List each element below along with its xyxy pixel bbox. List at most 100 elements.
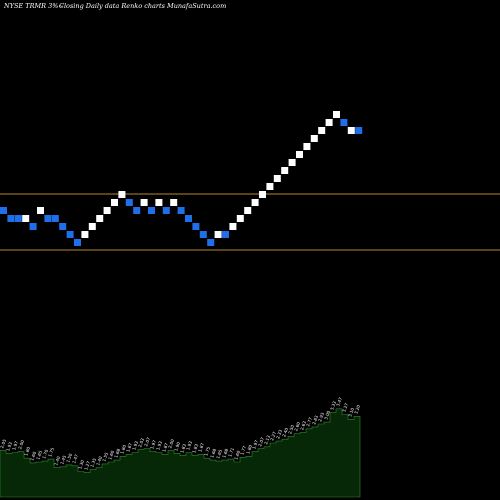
volume-label: 1.87 xyxy=(197,442,205,453)
volume-label: 1.27 xyxy=(83,460,91,471)
renko-brick-up xyxy=(244,207,252,214)
volume-label: 1.60 xyxy=(29,451,37,462)
volume-label: 1.97 xyxy=(149,439,157,450)
renko-brick-down xyxy=(340,119,348,126)
renko-brick-up xyxy=(325,119,333,126)
volume-label: 1.83 xyxy=(191,443,199,454)
volume-label: 1.80 xyxy=(245,444,253,455)
volume-label: 1.93 xyxy=(155,440,163,451)
volume-label: 1.75 xyxy=(203,446,211,457)
volume-label: 2.93 xyxy=(317,412,325,423)
volume-label: 1.93 xyxy=(5,441,13,452)
volume-label: 1.35 xyxy=(89,457,97,468)
volume-label: 1.71 xyxy=(227,447,235,458)
volume-label: 1.40 xyxy=(95,455,103,466)
renko-brick-up xyxy=(259,191,266,198)
renko-brick-up xyxy=(96,215,104,222)
volume-label: 1.87 xyxy=(125,442,133,453)
volume-area-path xyxy=(0,408,361,498)
renko-brick-up xyxy=(251,199,259,206)
volume-label: 3.10 xyxy=(347,407,355,418)
volume-label: 1.68 xyxy=(209,448,217,459)
renko-brick-up xyxy=(229,223,237,230)
renko-brick-up xyxy=(118,191,126,198)
volume-label: 2.00 xyxy=(17,439,25,450)
volume-label: 2.50 xyxy=(287,424,295,435)
volume-label: 2.77 xyxy=(305,416,313,427)
volume-label: 1.60 xyxy=(107,450,115,461)
volume-label: 2.13 xyxy=(263,434,271,445)
volume-label: 1.68 xyxy=(113,448,121,459)
volume-label: 1.60 xyxy=(233,450,241,461)
volume-label: 3.33 xyxy=(329,400,337,411)
renko-brick-up xyxy=(155,199,163,206)
renko-brick-down xyxy=(59,223,67,230)
renko-brick-up xyxy=(236,215,244,222)
renko-brick-down xyxy=(133,207,141,214)
volume-label: 1.97 xyxy=(251,439,259,450)
volume-label: 2.63 xyxy=(299,420,307,431)
volume-label: 2.07 xyxy=(257,436,265,447)
renko-brick-up xyxy=(310,135,318,142)
volume-label: 1.68 xyxy=(221,448,229,459)
volume-label: 1.50 xyxy=(65,452,73,463)
renko-brick-down xyxy=(148,207,155,214)
volume-label: 1.90 xyxy=(173,441,181,452)
renko-brick-down xyxy=(185,215,192,222)
volume-label: 1.70 xyxy=(41,449,49,460)
renko-brick-down xyxy=(74,239,81,246)
renko-brick-down xyxy=(199,231,207,238)
renko-brick-up xyxy=(103,207,111,214)
renko-brick-down xyxy=(66,231,74,238)
volume-label: 2.83 xyxy=(311,414,319,425)
renko-brick-down xyxy=(29,223,37,230)
renko-brick-down xyxy=(14,215,22,222)
volume-label: 1.80 xyxy=(119,444,127,455)
volume-label: 1.93 xyxy=(131,440,139,451)
volume-label: 2.05 xyxy=(0,438,7,449)
renko-brick-up xyxy=(22,215,30,222)
volume-label: 2.60 xyxy=(293,421,301,432)
renko-brick-up xyxy=(170,199,178,206)
volume-label: 1.77 xyxy=(239,445,247,456)
volume-label: 1.93 xyxy=(185,440,193,451)
renko-brick-up xyxy=(281,167,289,174)
volume-label: 1.55 xyxy=(101,451,109,462)
renko-brick-down xyxy=(355,127,363,134)
volume-label: 2.03 xyxy=(137,437,145,448)
renko-brick-up xyxy=(333,111,340,118)
chart-description-label: Closing Daily data Renko charts MunafaSu… xyxy=(59,2,226,10)
renko-brick-up xyxy=(303,143,311,150)
volume-label: 1.97 xyxy=(11,440,19,451)
renko-brick-up xyxy=(88,223,96,230)
renko-brick-down xyxy=(222,231,229,238)
volume-area xyxy=(0,408,361,498)
volume-label: 3.00 xyxy=(323,410,331,421)
volume-labels: 2.051.931.972.001.801.601.651.701.751.40… xyxy=(0,396,361,470)
volume-label: 1.75 xyxy=(47,447,55,458)
renko-brick-up xyxy=(347,127,355,134)
volume-label: 1.47 xyxy=(71,453,79,464)
volume-label: 1.83 xyxy=(179,443,187,454)
volume-label: 1.45 xyxy=(59,454,67,465)
renko-brick-down xyxy=(192,223,200,230)
volume-label: 3.20 xyxy=(353,404,361,415)
renko-brick-down xyxy=(162,207,170,214)
renko-brick-up xyxy=(288,159,296,166)
renko-brick-up xyxy=(81,231,89,238)
level-lines xyxy=(0,193,500,251)
renko-brick-up xyxy=(296,151,303,158)
volume-label: 3.47 xyxy=(335,396,343,407)
renko-brick-up xyxy=(111,199,118,206)
volume-label: 2.33 xyxy=(275,429,283,440)
volume-label: 1.30 xyxy=(77,459,85,470)
renko-brick-down xyxy=(177,207,185,214)
renko-brick-up xyxy=(214,231,222,238)
renko-brick-down xyxy=(44,215,52,222)
renko-brick-up xyxy=(318,127,326,134)
volume-label: 1.65 xyxy=(215,449,223,460)
volume-label: 3.27 xyxy=(341,402,349,413)
volume-label: 1.40 xyxy=(53,455,61,466)
renko-brick-down xyxy=(125,199,133,206)
